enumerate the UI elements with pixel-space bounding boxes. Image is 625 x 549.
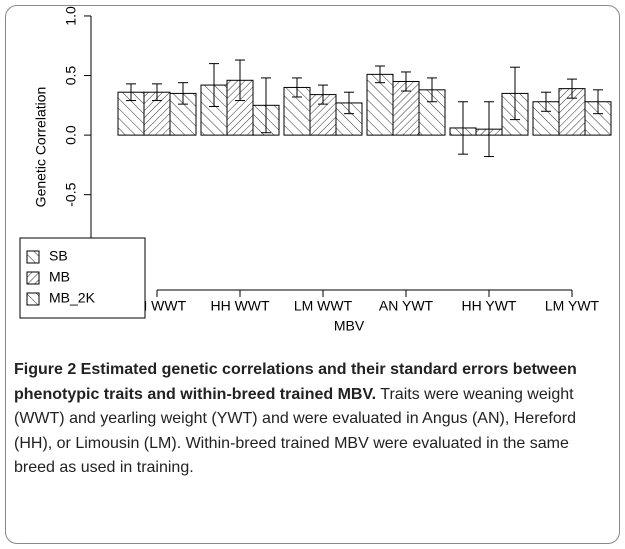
error-bar [152,83,162,102]
bar [366,73,394,136]
y-axis-title: Genetic Correlation [33,87,49,208]
error-bar [593,89,603,115]
bar [309,94,337,136]
error-bar [261,77,271,134]
x-tick-label: HH YWT [462,298,517,314]
error-bar [567,78,577,99]
caption-bold: Figure 2 Estimated genetic correlations … [14,361,577,403]
y-tick-label: 0.0 [63,125,79,145]
error-bar [126,83,136,102]
error-bar [235,59,245,102]
error-bar [401,71,411,92]
y-tick-label: 0.5 [63,66,79,86]
legend: SB MB MB_2K [19,237,146,319]
error-bar [318,84,328,105]
x-axis-title: MBV [334,318,365,334]
chart: Genetic Correlation MBV -1.0-0.50.00.51.… [19,6,612,334]
error-bar [344,91,354,115]
error-bar [541,91,551,112]
y-tick-label: 1.0 [63,6,79,26]
caption-text: Traits were weaning weight (WWT) and yea… [14,385,576,477]
x-tick-label: AN YWT [379,298,434,314]
error-bar [427,77,437,103]
error-bar [178,82,188,105]
x-tick-label: LM WWT [294,298,353,314]
caption: Figure 2 Estimated genetic correlations … [14,358,614,481]
x-tick-label: HH WWT [210,298,270,314]
legend-swatch [26,271,40,285]
y-tick-label: -0.5 [63,182,79,206]
error-bar [458,101,468,155]
legend-label: MB [49,269,70,285]
legend-label: SB [49,248,68,264]
error-bar [292,77,302,98]
error-bar [510,66,520,121]
error-bar [484,101,494,158]
error-bar [209,63,219,108]
legend-label: MB_2K [49,290,96,306]
legend-swatch [26,292,40,306]
error-bar [375,65,385,84]
x-tick-label: LM YWT [545,298,600,314]
figure-frame [5,5,620,544]
legend-swatch [26,250,40,264]
